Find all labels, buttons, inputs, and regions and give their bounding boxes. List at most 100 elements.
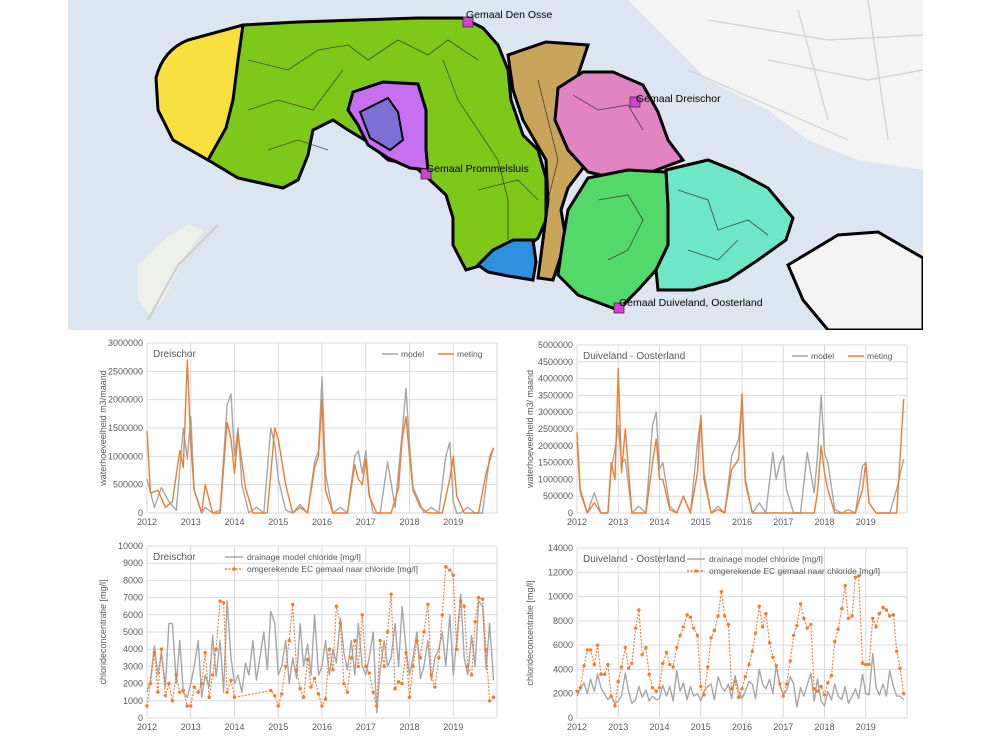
y-tick-label: 500000 bbox=[113, 480, 143, 490]
data-point bbox=[170, 699, 175, 703]
data-point bbox=[345, 690, 350, 694]
y-tick-label: 5000000 bbox=[538, 340, 573, 350]
data-point bbox=[867, 662, 871, 667]
data-point bbox=[654, 689, 658, 693]
data-point bbox=[668, 662, 672, 667]
data-point bbox=[695, 633, 700, 638]
data-point bbox=[232, 695, 237, 700]
y-tick-label: 1000000 bbox=[108, 451, 143, 461]
y-tick-label: 1500000 bbox=[108, 423, 143, 433]
data-point bbox=[429, 673, 434, 677]
data-point bbox=[451, 573, 455, 577]
station-label-prommelsluis: Gemaal Prommelsluis bbox=[426, 163, 529, 175]
x-tick-label: 2016 bbox=[732, 517, 752, 527]
data-point bbox=[152, 650, 157, 655]
data-point bbox=[484, 647, 488, 651]
map-dam-road bbox=[147, 224, 219, 321]
data-point bbox=[860, 661, 865, 666]
data-point bbox=[887, 614, 892, 618]
data-point bbox=[619, 665, 624, 669]
data-point bbox=[767, 641, 772, 645]
chart-title: Duiveland - Oosterland bbox=[583, 351, 685, 362]
y-tick-label: 1500000 bbox=[538, 458, 573, 468]
y-tick-label: 7000 bbox=[123, 593, 143, 603]
y-axis-label: chlorideconcentratie [mg/l] bbox=[525, 580, 535, 685]
station-marker-dreischor[interactable] bbox=[629, 96, 641, 108]
data-point bbox=[692, 626, 696, 630]
y-tick-label: 3000000 bbox=[538, 407, 573, 417]
data-point bbox=[207, 695, 211, 700]
data-point bbox=[487, 699, 492, 703]
data-point bbox=[159, 647, 164, 651]
data-point bbox=[881, 605, 885, 610]
x-tick-label: 2012 bbox=[567, 722, 587, 732]
data-point bbox=[342, 681, 346, 686]
legend-label: model bbox=[401, 349, 424, 359]
chart-title: Dreischor bbox=[153, 552, 196, 563]
data-point bbox=[853, 575, 858, 579]
x-tick-label: 2014 bbox=[649, 722, 669, 732]
data-point bbox=[203, 650, 207, 655]
map-sub-boundaries bbox=[247, 39, 769, 261]
data-point bbox=[644, 645, 648, 650]
y-tick-label: 3000 bbox=[123, 661, 143, 671]
data-point bbox=[599, 672, 603, 676]
x-tick-label: 2015 bbox=[691, 722, 711, 732]
polder-map: Gemaal Den Osse Gemaal Dreischor Gemaal … bbox=[68, 0, 923, 330]
data-point bbox=[609, 694, 613, 698]
y-tick-label: 2000000 bbox=[538, 441, 573, 451]
data-point bbox=[283, 664, 288, 669]
y-tick-label: 8000 bbox=[553, 616, 573, 626]
data-point bbox=[385, 630, 390, 634]
station-marker-prommelsluis[interactable] bbox=[420, 168, 432, 180]
data-point bbox=[726, 622, 731, 627]
data-point bbox=[444, 564, 448, 569]
y-tick-label: 0 bbox=[138, 713, 143, 723]
chart-dreischor-water: 0 500000 1000000 1500000 2000000 2500000 30000… bbox=[98, 338, 498, 527]
data-point bbox=[675, 645, 679, 650]
data-point bbox=[316, 692, 321, 696]
data-point bbox=[331, 668, 335, 672]
y-tick-label: 2500000 bbox=[108, 366, 143, 376]
x-tick-label: 2019 bbox=[856, 722, 876, 732]
data-point bbox=[781, 694, 785, 698]
chart-panel-duiveland-water: 0 500000 1000000 1500000 2000000 2500000 30000… bbox=[522, 333, 917, 533]
data-point bbox=[189, 704, 193, 708]
data-point bbox=[733, 679, 737, 684]
x-tick-label: 2013 bbox=[608, 722, 628, 732]
data-point bbox=[185, 704, 189, 708]
data-point bbox=[214, 647, 218, 651]
x-tick-label: 2017 bbox=[356, 722, 376, 732]
series-line-model bbox=[146, 593, 495, 714]
station-marker-den-osse[interactable] bbox=[462, 16, 474, 28]
data-point bbox=[476, 595, 481, 600]
region-pink bbox=[553, 70, 686, 180]
x-tick-label: 2016 bbox=[312, 722, 332, 732]
data-point bbox=[647, 672, 651, 676]
legend-marker bbox=[232, 567, 236, 571]
data-point bbox=[327, 647, 332, 651]
data-point bbox=[595, 643, 600, 647]
data-point bbox=[174, 673, 179, 677]
data-point bbox=[309, 685, 313, 689]
data-point bbox=[778, 682, 782, 686]
legend-label: drainage model chloride [mg/l] bbox=[247, 552, 361, 562]
station-marker-duiveland[interactable] bbox=[613, 302, 625, 314]
series-line-model bbox=[576, 652, 905, 708]
data-point bbox=[400, 681, 404, 686]
data-point bbox=[809, 622, 813, 627]
legend-marker bbox=[694, 569, 698, 573]
data-point bbox=[722, 614, 727, 618]
data-point bbox=[462, 604, 466, 608]
data-point bbox=[784, 682, 789, 686]
y-tick-label: 2000 bbox=[553, 689, 573, 699]
data-point bbox=[812, 687, 816, 691]
data-point bbox=[578, 685, 582, 690]
data-point bbox=[301, 695, 306, 700]
x-tick-label: 2012 bbox=[137, 722, 157, 732]
chart-dreischor-chloride: 0 1000 2000 3000 4000 5000 6000 7000 8000 9000 100… bbox=[98, 541, 498, 732]
data-point bbox=[156, 690, 160, 694]
data-point bbox=[737, 695, 741, 700]
data-point bbox=[221, 601, 226, 605]
data-point bbox=[305, 657, 310, 662]
